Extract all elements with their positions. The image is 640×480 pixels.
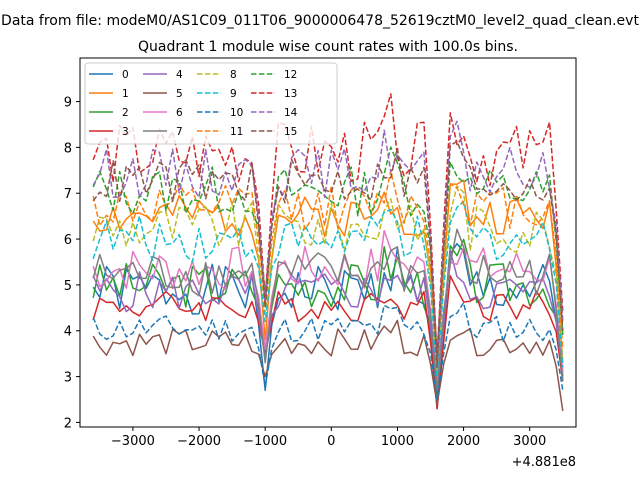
x-tick-label: 2000 bbox=[447, 434, 480, 449]
legend-label-9: 9 bbox=[230, 88, 237, 100]
series-line-11 bbox=[92, 169, 564, 364]
legend-frame bbox=[84, 62, 338, 145]
legend-label-0: 0 bbox=[122, 69, 129, 81]
series-line-14 bbox=[92, 120, 564, 364]
y-tick-label: 4 bbox=[64, 325, 72, 340]
legend-label-12: 12 bbox=[284, 69, 297, 81]
series-line-4 bbox=[92, 249, 564, 392]
x-axis-offset-label: +4.881e8 bbox=[512, 455, 576, 470]
x-axis-ticks: −3000 −2000 −1000 0 1000 2000 3000 bbox=[111, 427, 546, 449]
series-layer bbox=[92, 93, 564, 412]
y-tick-label: 5 bbox=[64, 279, 72, 294]
x-tick-label: −1000 bbox=[243, 434, 287, 449]
legend-label-11: 11 bbox=[230, 126, 243, 138]
legend-label-6: 6 bbox=[176, 107, 183, 119]
y-tick-label: 2 bbox=[64, 416, 72, 431]
legend-label-15: 15 bbox=[284, 126, 297, 138]
legend-label-1: 1 bbox=[122, 88, 129, 100]
x-tick-label: −3000 bbox=[111, 434, 155, 449]
y-axis-ticks: 2 3 4 5 6 7 8 9 bbox=[64, 96, 80, 431]
legend-label-14: 14 bbox=[284, 107, 298, 119]
chart-title: Quadrant 1 module wise count rates with … bbox=[138, 39, 518, 55]
y-tick-label: 3 bbox=[64, 371, 72, 386]
series-line-10 bbox=[92, 302, 564, 401]
x-tick-label: 0 bbox=[327, 434, 335, 449]
y-tick-label: 9 bbox=[64, 96, 72, 111]
series-line-1 bbox=[92, 179, 564, 373]
y-tick-label: 6 bbox=[64, 233, 72, 248]
legend-label-5: 5 bbox=[176, 88, 183, 100]
x-tick-label: −2000 bbox=[177, 434, 221, 449]
series-line-12 bbox=[92, 146, 564, 355]
series-line-7 bbox=[92, 228, 564, 392]
x-tick-label: 3000 bbox=[513, 434, 546, 449]
series-line-6 bbox=[92, 229, 564, 387]
series-line-15 bbox=[92, 140, 564, 369]
legend-label-8: 8 bbox=[230, 69, 237, 81]
legend-label-13: 13 bbox=[284, 88, 297, 100]
legend-label-4: 4 bbox=[176, 69, 183, 81]
x-tick-label: 1000 bbox=[381, 434, 414, 449]
series-line-8 bbox=[92, 185, 564, 373]
figure-suptitle: Data from file: modeM0/AS1C09_011T06_900… bbox=[1, 13, 639, 29]
series-line-5 bbox=[92, 319, 564, 412]
series-line-3 bbox=[92, 275, 564, 410]
legend-label-7: 7 bbox=[176, 126, 183, 138]
legend-label-10: 10 bbox=[230, 107, 243, 119]
y-tick-label: 7 bbox=[64, 187, 72, 202]
axes-frame bbox=[79, 57, 577, 428]
legend-label-2: 2 bbox=[122, 107, 129, 119]
series-line-9 bbox=[92, 200, 564, 378]
y-tick-label: 8 bbox=[64, 141, 72, 156]
legend-label-3: 3 bbox=[122, 126, 129, 138]
